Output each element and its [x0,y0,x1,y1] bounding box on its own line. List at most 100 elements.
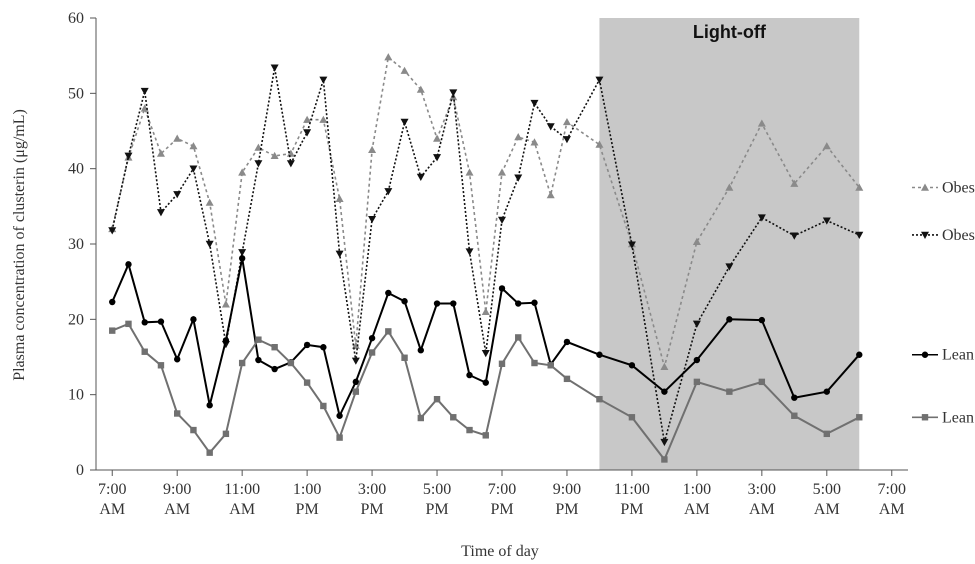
data-point-obese-1 [595,140,604,148]
x-tick-label: 1:00 [293,481,321,498]
data-point-lean-2 [450,414,457,421]
data-point-lean-1 [255,356,262,364]
y-tick-label: 10 [68,387,84,404]
light-off-region [599,18,860,470]
data-point-lean-2 [206,449,213,456]
data-point-obese-2 [514,174,523,182]
x-tick-label: 11:00 [614,481,650,498]
data-point-obese-2 [546,123,555,131]
legend-marker-obese-1 [921,183,929,191]
data-point-obese-1 [238,168,247,176]
data-point-lean-1 [271,365,278,373]
data-point-obese-1 [660,362,669,370]
x-tick-label-period: PM [425,501,448,518]
data-point-obese-2 [173,191,182,199]
data-point-lean-1 [758,316,766,324]
data-point-obese-2 [627,241,636,249]
legend-label-lean-1: Lean 1c [942,344,975,364]
x-tick-label-period: AM [749,501,775,518]
x-tick-label: 3:00 [748,481,776,498]
data-point-obese-2 [286,160,295,168]
data-point-lean-2 [531,359,538,367]
data-point-lean-1 [450,300,457,307]
x-tick-label-period: PM [296,501,319,518]
y-tick-label: 30 [68,236,84,253]
data-point-lean-2 [498,360,506,367]
data-point-obese-2 [449,89,458,97]
x-tick-label: 7:00 [488,481,516,498]
data-point-lean-1 [596,351,603,358]
data-point-lean-2 [482,432,489,439]
data-point-lean-2 [758,378,766,386]
data-point-lean-2 [661,456,668,463]
x-tick-label: 11:00 [224,481,260,498]
x-tick-label-period: AM [164,501,190,518]
data-point-lean-2 [466,426,473,434]
data-point-obese-1 [514,133,523,141]
x-tick-label: 3:00 [358,481,386,498]
data-point-lean-2 [352,388,360,395]
legend-name: Lean 2 [942,409,975,426]
data-point-lean-2 [823,430,830,438]
data-point-lean-2 [368,349,376,356]
legend-entry-lean-1: Lean 1c [912,344,975,364]
data-point-lean-2 [255,336,262,343]
data-point-lean-2 [141,348,148,355]
data-point-obese-2 [319,76,328,84]
data-point-obese-2 [303,129,312,137]
x-tick-label: 5:00 [423,481,451,498]
data-point-obese-2 [368,215,377,224]
data-point-obese-2 [156,209,165,217]
series-obese-2 [108,64,864,447]
data-point-obese-2 [140,87,149,96]
data-point-lean-2 [563,375,571,383]
x-tick-label-period: PM [620,501,643,518]
data-point-obese-1 [416,85,425,93]
series-lean-1 [109,255,863,419]
data-point-obese-1 [481,307,490,315]
series-line-lean-1 [111,258,861,419]
data-point-obese-2 [465,248,474,256]
legend-entry-obese-2: Obese 2b [912,227,975,244]
x-tick-label-period: PM [555,501,578,518]
data-point-lean-2 [596,395,603,403]
data-point-obese-2 [725,263,734,271]
x-tick-label: 7:00 [98,481,126,498]
y-tick-label: 20 [68,311,84,328]
data-point-lean-2 [320,402,327,410]
data-point-obese-1 [725,183,734,191]
data-point-obese-1 [562,117,571,126]
axes: 0 10 20 30 40 50 60 7:00 AM 9:00 AM 11:00 AM 1:00 PM 3:… [68,10,908,518]
data-point-lean-1 [482,379,489,386]
data-point-lean-2 [157,362,165,369]
legend-name: Obese 2 [942,227,975,244]
data-point-obese-2 [124,152,133,160]
data-point-obese-2 [400,118,409,126]
data-point-lean-2 [726,388,733,395]
data-point-obese-1 [303,115,312,123]
data-point-lean-1 [466,371,473,379]
data-point-lean-1 [856,351,863,358]
data-point-obese-2 [189,165,198,173]
data-point-obese-1 [368,145,377,154]
data-point-lean-1 [661,388,668,395]
data-point-lean-2 [271,344,278,351]
data-point-lean-2 [287,359,295,367]
data-point-lean-2 [547,362,554,369]
y-axis-title: Plasma concentration of clusterin (μg/mL… [11,109,28,381]
legend-entry-obese-1: Obese 1a [912,180,975,197]
x-tick-label-period: PM [490,501,513,518]
data-point-lean-1 [222,337,230,344]
data-point-obese-2 [351,357,360,365]
data-point-lean-1 [498,285,506,292]
data-point-obese-1 [790,179,799,187]
data-point-lean-1 [238,255,246,262]
data-point-obese-1 [433,134,442,142]
data-point-obese-1 [855,183,864,191]
x-axis-title: Time of day [461,543,539,560]
data-point-lean-2 [174,410,181,417]
data-point-obese-1 [270,151,279,160]
data-point-obese-1 [692,237,701,245]
y-tick-label: 40 [68,161,84,178]
data-point-obese-2 [660,438,669,447]
